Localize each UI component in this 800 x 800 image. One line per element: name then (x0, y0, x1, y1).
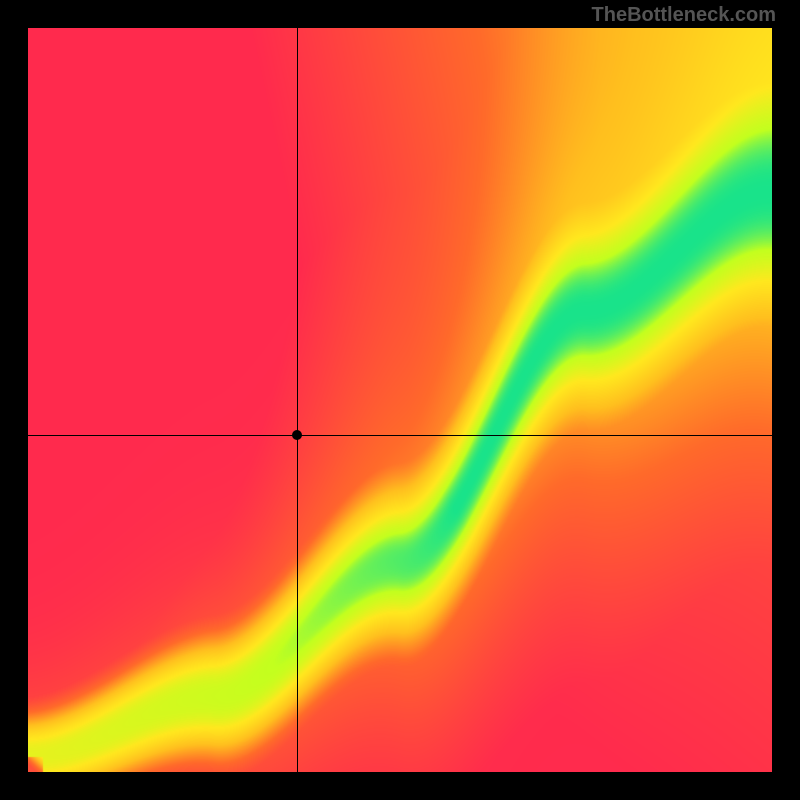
heatmap-plot (28, 28, 772, 772)
data-point-marker (292, 430, 302, 440)
watermark-text: TheBottleneck.com (592, 4, 776, 27)
crosshair-vertical (297, 28, 298, 772)
heatmap-canvas (28, 28, 772, 772)
crosshair-horizontal (28, 435, 772, 436)
